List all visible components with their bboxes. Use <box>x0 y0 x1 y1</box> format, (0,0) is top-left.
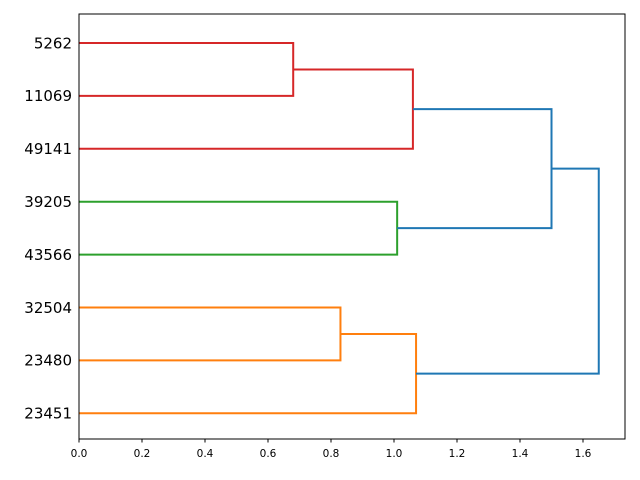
x-tick-label: 0.6 <box>260 448 277 460</box>
x-tick-label: 0.0 <box>71 448 88 460</box>
leaf-label: 49141 <box>24 140 72 158</box>
dendrogram-link-green <box>79 200 399 256</box>
dendrogram-link-blue <box>397 108 553 230</box>
dendrogram-link-red <box>79 68 414 150</box>
leaf-label: 23480 <box>24 352 72 370</box>
x-tick-label: 0.2 <box>134 448 151 460</box>
x-tick-label: 0.8 <box>323 448 340 460</box>
leaf-label: 43566 <box>24 246 72 264</box>
x-tick-label: 1.2 <box>449 448 466 460</box>
leaf-label: 39205 <box>24 193 72 211</box>
x-tick-label: 1.0 <box>386 448 403 460</box>
leaf-label: 32504 <box>24 299 72 317</box>
dendrogram-link-orange <box>79 306 342 362</box>
leaf-label: 5262 <box>34 34 72 52</box>
leaf-label: 11069 <box>24 87 72 105</box>
dendrogram-link-red <box>79 42 295 97</box>
x-tick-label: 1.6 <box>575 448 592 460</box>
x-tick-label: 0.4 <box>197 448 214 460</box>
plot-frame <box>78 13 626 440</box>
dendrogram-link-blue <box>416 167 600 375</box>
leaf-label: 23451 <box>24 405 72 423</box>
dendrogram-link-orange <box>79 332 418 415</box>
x-tick-label: 1.4 <box>512 448 529 460</box>
